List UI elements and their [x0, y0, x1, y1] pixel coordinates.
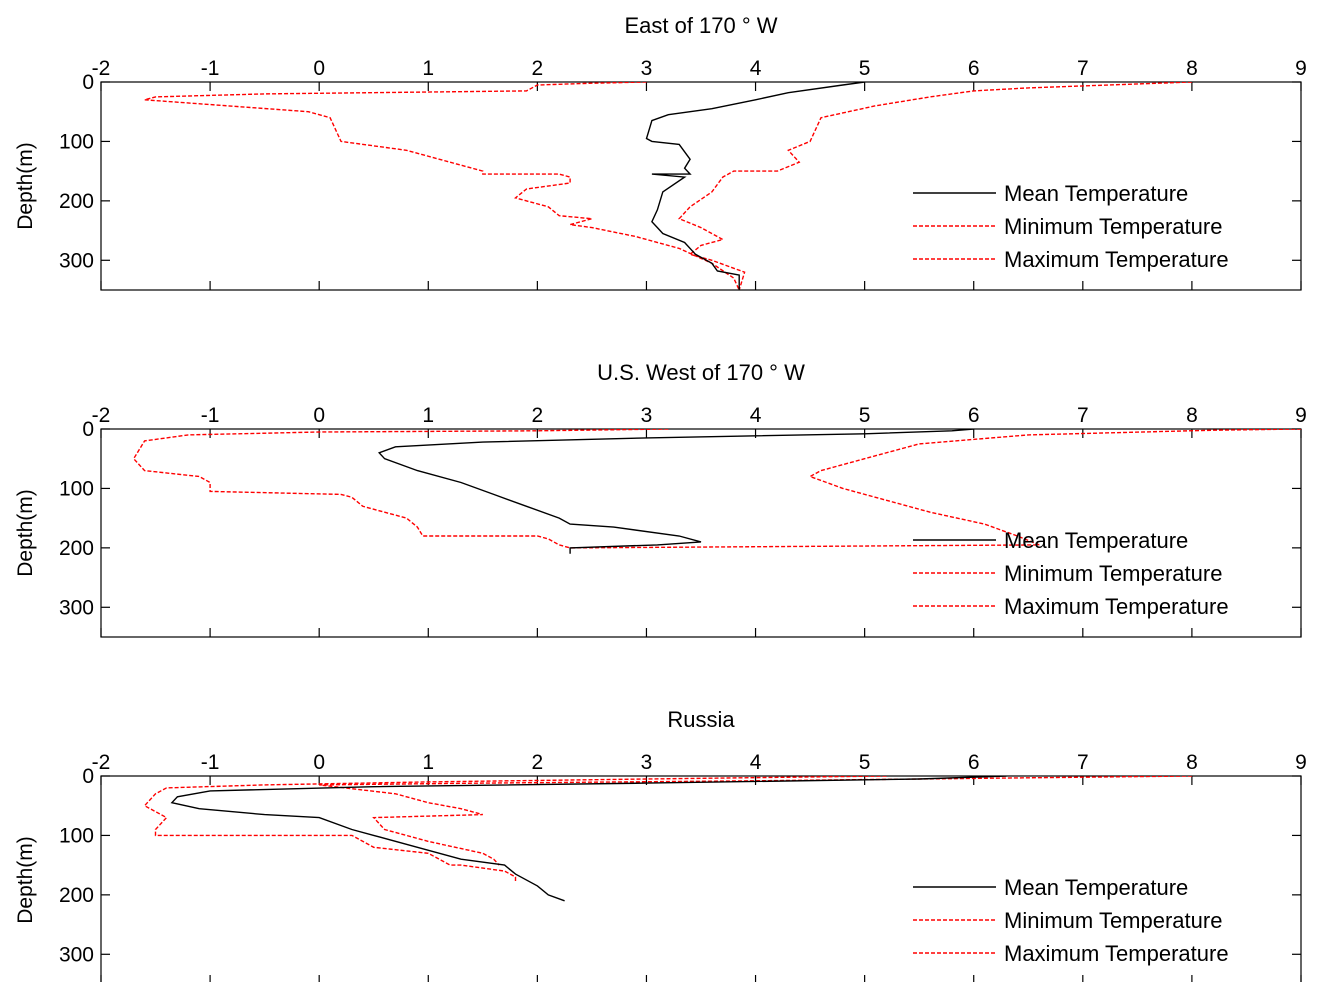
legend-label: Mean Temperature: [1004, 181, 1188, 206]
series-group: [144, 82, 1192, 290]
x-tick-label: 8: [1186, 404, 1198, 427]
x-tick-label: 0: [313, 404, 325, 427]
legend: Mean Temperature Minimum Temperature Maxim…: [913, 181, 1229, 272]
x-tick-label: -2: [92, 751, 111, 774]
legend-label: Minimum Temperature: [1004, 214, 1222, 239]
plot-frame: [100, 81, 1302, 291]
panel-russia: Russia Depth(m) -2 -1 0 1 2 3 4 5 6 7 8 9 0 100 200 300 Me…: [14, 707, 1307, 982]
y-axis-label: Depth(m): [14, 836, 37, 924]
x-tick-label: 1: [422, 57, 434, 80]
series-line-mean-temperature: [170, 776, 1007, 902]
x-tick-label: 2: [532, 751, 544, 774]
x-tick-label: 5: [859, 751, 871, 774]
x-tick-label: 3: [641, 751, 653, 774]
x-tick-label: 1: [422, 404, 434, 427]
y-tick-label: 200: [59, 190, 94, 213]
y-tick-label: 300: [59, 943, 94, 966]
series-line-maximum-temperature: [319, 776, 1192, 866]
legend-label: Mean Temperature: [1004, 875, 1188, 900]
series-line-maximum-temperature: [570, 429, 1301, 549]
legend-label: Maximum Temperature: [1004, 941, 1229, 966]
x-tick-label: 7: [1077, 57, 1089, 80]
panel-east-of-170w: East of 170 ° W Depth(m) -2 -1 0 1 2 3 4 5 6 7 8 9 0 10…: [14, 13, 1307, 291]
panel-title: East of 170 ° W: [624, 13, 777, 38]
panel-us-west-of-170w: U.S. West of 170 ° W Depth(m) -2 -1 0 1 2 3 4 5 6 7…: [14, 360, 1307, 638]
x-tick-label: 1: [422, 751, 434, 774]
legend-label: Minimum Temperature: [1004, 561, 1222, 586]
series-line-minimum-temperature: [144, 82, 740, 290]
plot-frame: [100, 428, 1302, 638]
x-tick-label: 6: [968, 751, 980, 774]
legend: Mean Temperature Minimum Temperature Maxim…: [913, 875, 1229, 966]
x-tick-label: 3: [641, 57, 653, 80]
x-tick-label: -1: [201, 751, 220, 774]
x-tick-label: 9: [1295, 57, 1307, 80]
x-tick-label: 4: [750, 404, 762, 427]
plot-frame: [100, 775, 1302, 982]
series-group: [132, 429, 1301, 554]
x-tick-label: 9: [1295, 404, 1307, 427]
x-tick-label: -1: [201, 57, 220, 80]
y-tick-label: 300: [59, 249, 94, 272]
legend-label: Maximum Temperature: [1004, 247, 1229, 272]
x-tick-label: 9: [1295, 751, 1307, 774]
x-tick-label: 3: [641, 404, 653, 427]
x-tick-label: -2: [92, 404, 111, 427]
x-tick-label: 7: [1077, 404, 1089, 427]
series-line-minimum-temperature: [132, 429, 669, 549]
series-line-maximum-temperature: [678, 82, 1192, 290]
x-tick-label: 2: [532, 57, 544, 80]
y-tick-label: 100: [59, 477, 94, 500]
x-tick-label: 4: [750, 57, 762, 80]
x-tick-label: 0: [313, 751, 325, 774]
x-tick-label: 8: [1186, 751, 1198, 774]
y-axis-label: Depth(m): [14, 489, 37, 577]
panel-title: Russia: [667, 707, 735, 732]
x-tick-label: 6: [968, 404, 980, 427]
x-tick-label: 5: [859, 57, 871, 80]
legend-label: Mean Temperature: [1004, 528, 1188, 553]
x-tick-label: 7: [1077, 751, 1089, 774]
series-line-minimum-temperature: [143, 776, 887, 883]
series-line-mean-temperature: [377, 429, 974, 554]
x-tick-label: 5: [859, 404, 871, 427]
y-tick-label: 300: [59, 596, 94, 619]
x-tick-label: -1: [201, 404, 220, 427]
x-tick-label: 8: [1186, 57, 1198, 80]
x-tick-label: 0: [313, 57, 325, 80]
y-tick-label: 0: [82, 418, 94, 441]
y-tick-label: 0: [82, 765, 94, 788]
panel-title: U.S. West of 170 ° W: [597, 360, 805, 385]
x-tick-label: -2: [92, 57, 111, 80]
x-tick-label: 2: [532, 404, 544, 427]
y-tick-label: 100: [59, 824, 94, 847]
y-tick-label: 200: [59, 537, 94, 560]
x-tick-label: 6: [968, 57, 980, 80]
y-tick-label: 0: [82, 71, 94, 94]
legend-label: Minimum Temperature: [1004, 908, 1222, 933]
series-line-mean-temperature: [645, 82, 865, 290]
y-axis-label: Depth(m): [14, 142, 37, 230]
y-tick-label: 100: [59, 130, 94, 153]
y-tick-label: 200: [59, 884, 94, 907]
series-group: [143, 776, 1192, 902]
legend-label: Maximum Temperature: [1004, 594, 1229, 619]
x-tick-label: 4: [750, 751, 762, 774]
legend: Mean Temperature Minimum Temperature Maxim…: [913, 528, 1229, 619]
